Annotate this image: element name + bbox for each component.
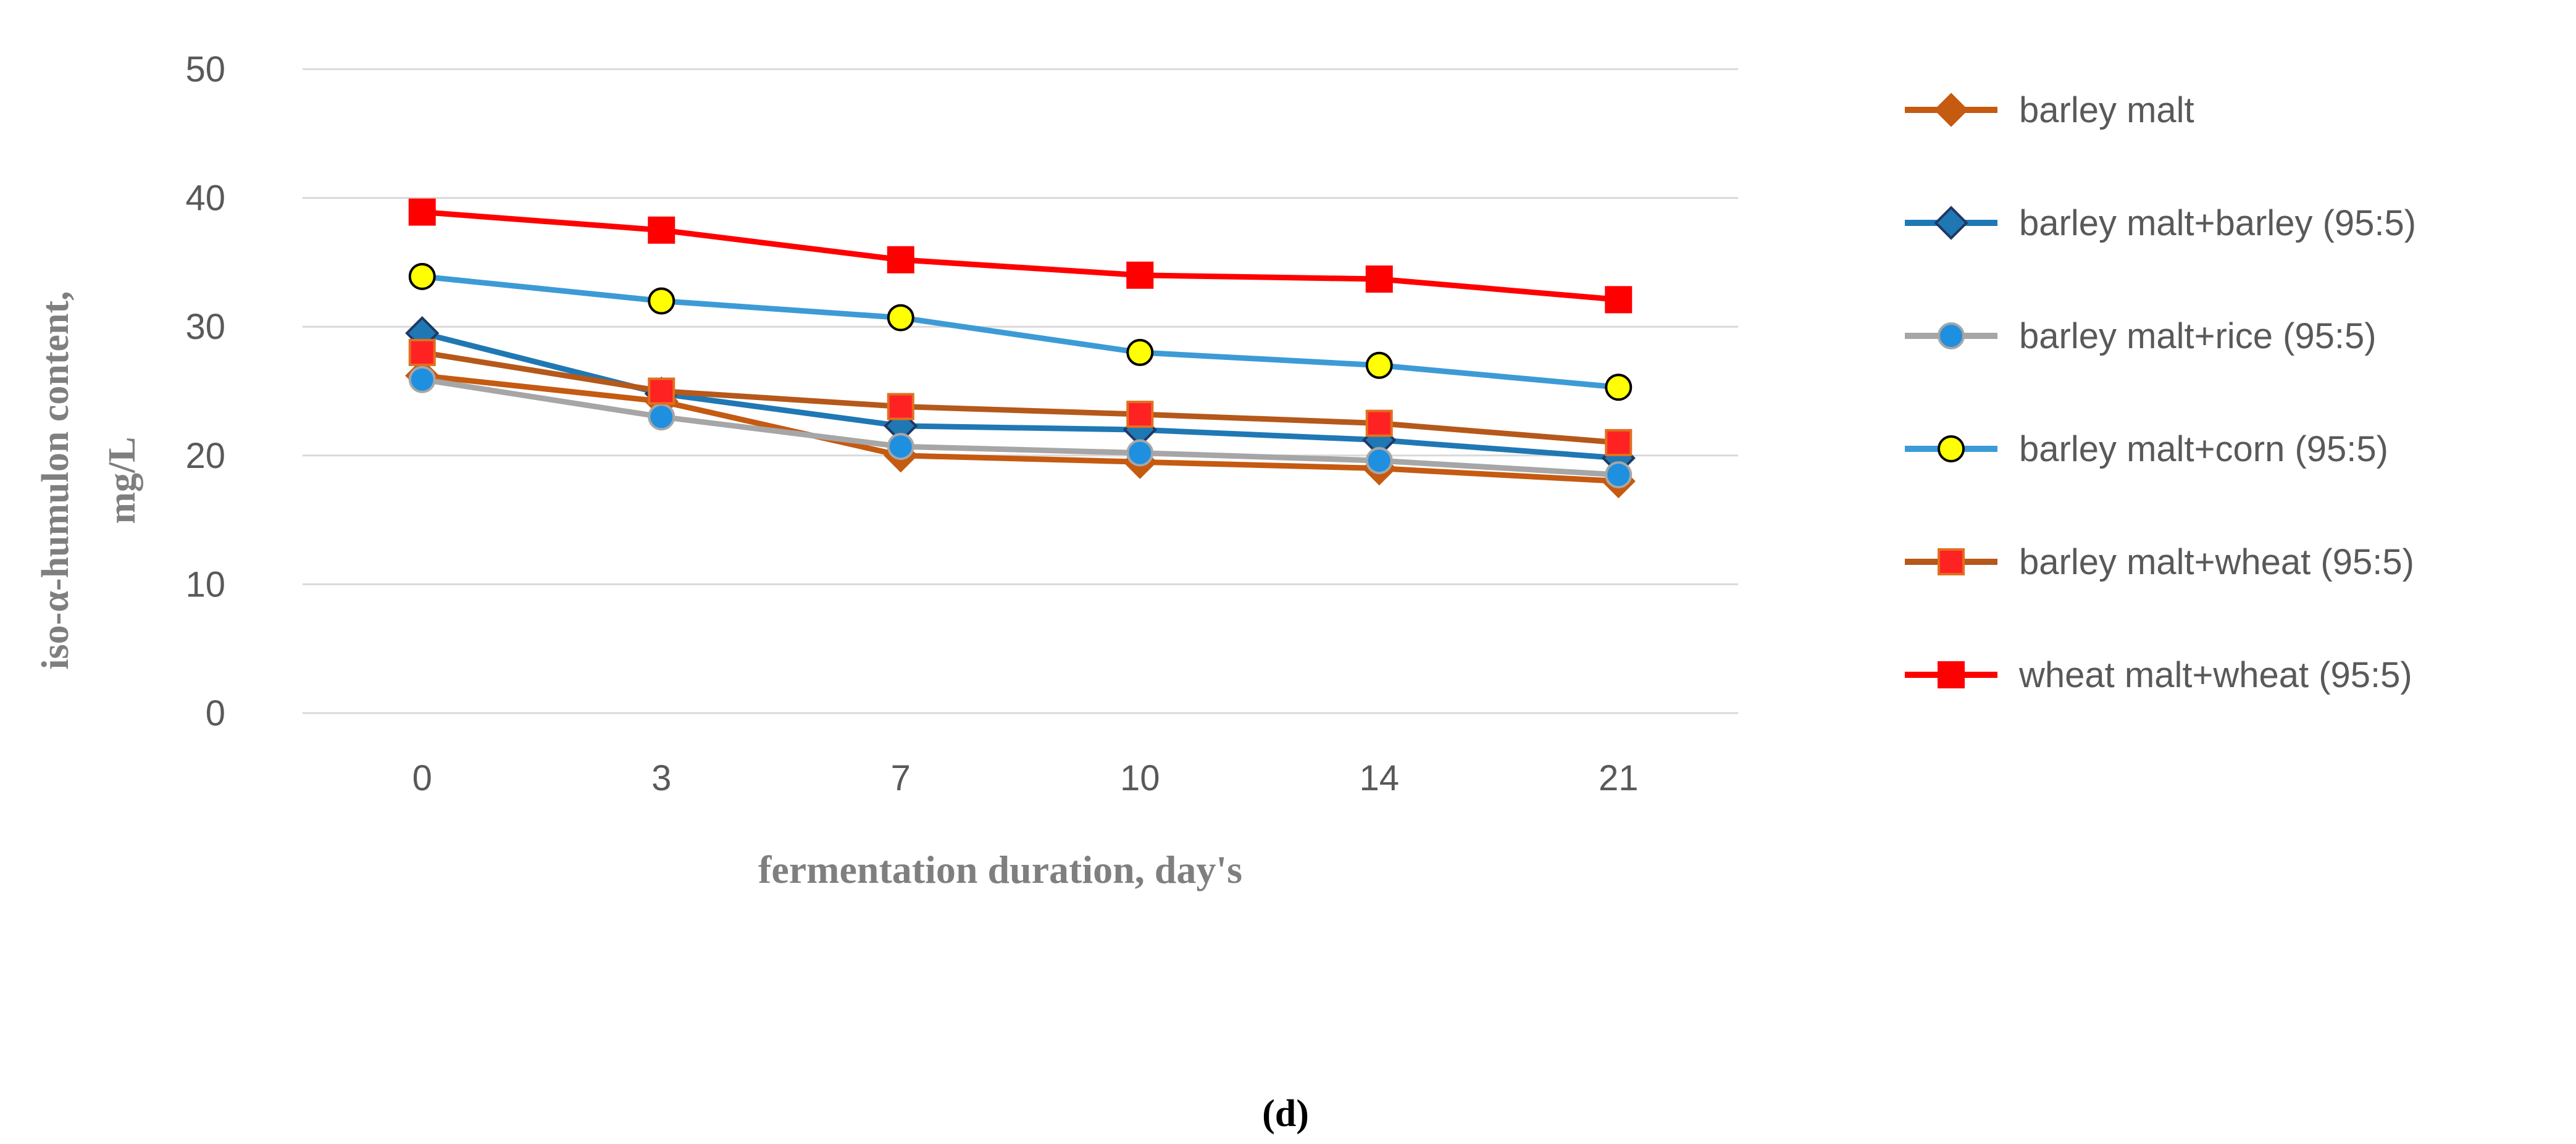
marker-legend (1938, 435, 1965, 462)
y-axis-label-line1: iso-α-humulon content, (35, 291, 77, 669)
series-2 (408, 365, 1633, 489)
legend-item: barley malt+barley (95:5) (1905, 203, 2416, 243)
legend-item: barley malt+rice (95:5) (1905, 316, 2377, 356)
legend-label: barley malt+rice (95:5) (2019, 316, 2377, 356)
y-tick-label: 10 (185, 564, 225, 604)
marker-point (408, 338, 436, 366)
x-tick-label: 10 (1120, 758, 1160, 798)
legend-item: barley malt (1905, 90, 2194, 130)
y-tick-label: 30 (185, 307, 225, 347)
series-line (422, 209, 1619, 303)
marker-legend (1938, 322, 1965, 349)
y-tick-label: 20 (185, 436, 225, 476)
marker-point (1126, 338, 1154, 366)
x-tick-label: 14 (1359, 758, 1399, 798)
y-tick-label: 50 (185, 49, 225, 90)
x-tick-label: 21 (1599, 758, 1639, 798)
legend-item: wheat malt+wheat (95:5) (1905, 655, 2412, 695)
marker-point (408, 365, 436, 393)
series-lines (405, 198, 1636, 499)
marker-legend (1934, 206, 1968, 240)
x-tick-labels: 0 3 7 10 14 21 (412, 758, 1639, 798)
legend: barley malt barley malt+barley (95:5) barl… (1905, 90, 2416, 695)
marker-point (887, 433, 914, 461)
series-5 (408, 198, 1633, 314)
marker-legend (1938, 661, 1965, 688)
marker-point (408, 198, 436, 226)
marker-point (1605, 374, 1633, 401)
marker-point (1365, 265, 1393, 293)
marker-legend (1938, 548, 1965, 575)
legend-item: barley malt+corn (95:5) (1905, 429, 2388, 469)
gridlines (303, 68, 1738, 714)
y-tick-labels: 0 10 20 30 40 50 (185, 49, 225, 733)
y-tick-label: 40 (185, 178, 225, 219)
legend-label: barley malt+barley (95:5) (2019, 203, 2416, 243)
marker-point (648, 403, 675, 431)
x-tick-label: 7 (891, 758, 911, 798)
marker-point (1365, 447, 1393, 475)
legend-label: barley malt (2019, 90, 2194, 130)
x-tick-label: 0 (412, 758, 432, 798)
x-tick-label: 3 (651, 758, 671, 798)
series-line (422, 273, 1619, 390)
marker-point (1605, 286, 1633, 314)
marker-point (648, 377, 675, 405)
series-4 (408, 338, 1633, 456)
legend-label: barley malt+wheat (95:5) (2019, 542, 2414, 582)
marker-point (887, 304, 914, 332)
legend-label: wheat malt+wheat (95:5) (2018, 655, 2412, 695)
marker-point (887, 246, 914, 273)
marker-point (1126, 401, 1154, 428)
marker-point (1365, 409, 1393, 437)
marker-point (1126, 439, 1154, 467)
marker-point (1605, 461, 1633, 489)
y-axis-label-line2: mg/L (101, 436, 143, 524)
marker-point (648, 287, 675, 315)
marker-point (648, 216, 675, 244)
series-line (422, 377, 1619, 478)
x-axis-label: fermentation duration, day's (758, 848, 1242, 891)
marker-point (1126, 261, 1154, 289)
legend-label: barley malt+corn (95:5) (2019, 429, 2388, 469)
figure-label: (d) (1262, 1093, 1309, 1135)
series-line (422, 372, 1619, 485)
legend-item: barley malt+wheat (95:5) (1905, 542, 2414, 582)
marker-point (1605, 428, 1633, 456)
marker-point (1365, 351, 1393, 379)
marker-legend (1934, 93, 1968, 127)
y-tick-label: 0 (206, 693, 225, 733)
marker-point (887, 393, 914, 420)
series-3 (408, 262, 1633, 401)
series-line (422, 349, 1619, 446)
marker-point (408, 262, 436, 290)
